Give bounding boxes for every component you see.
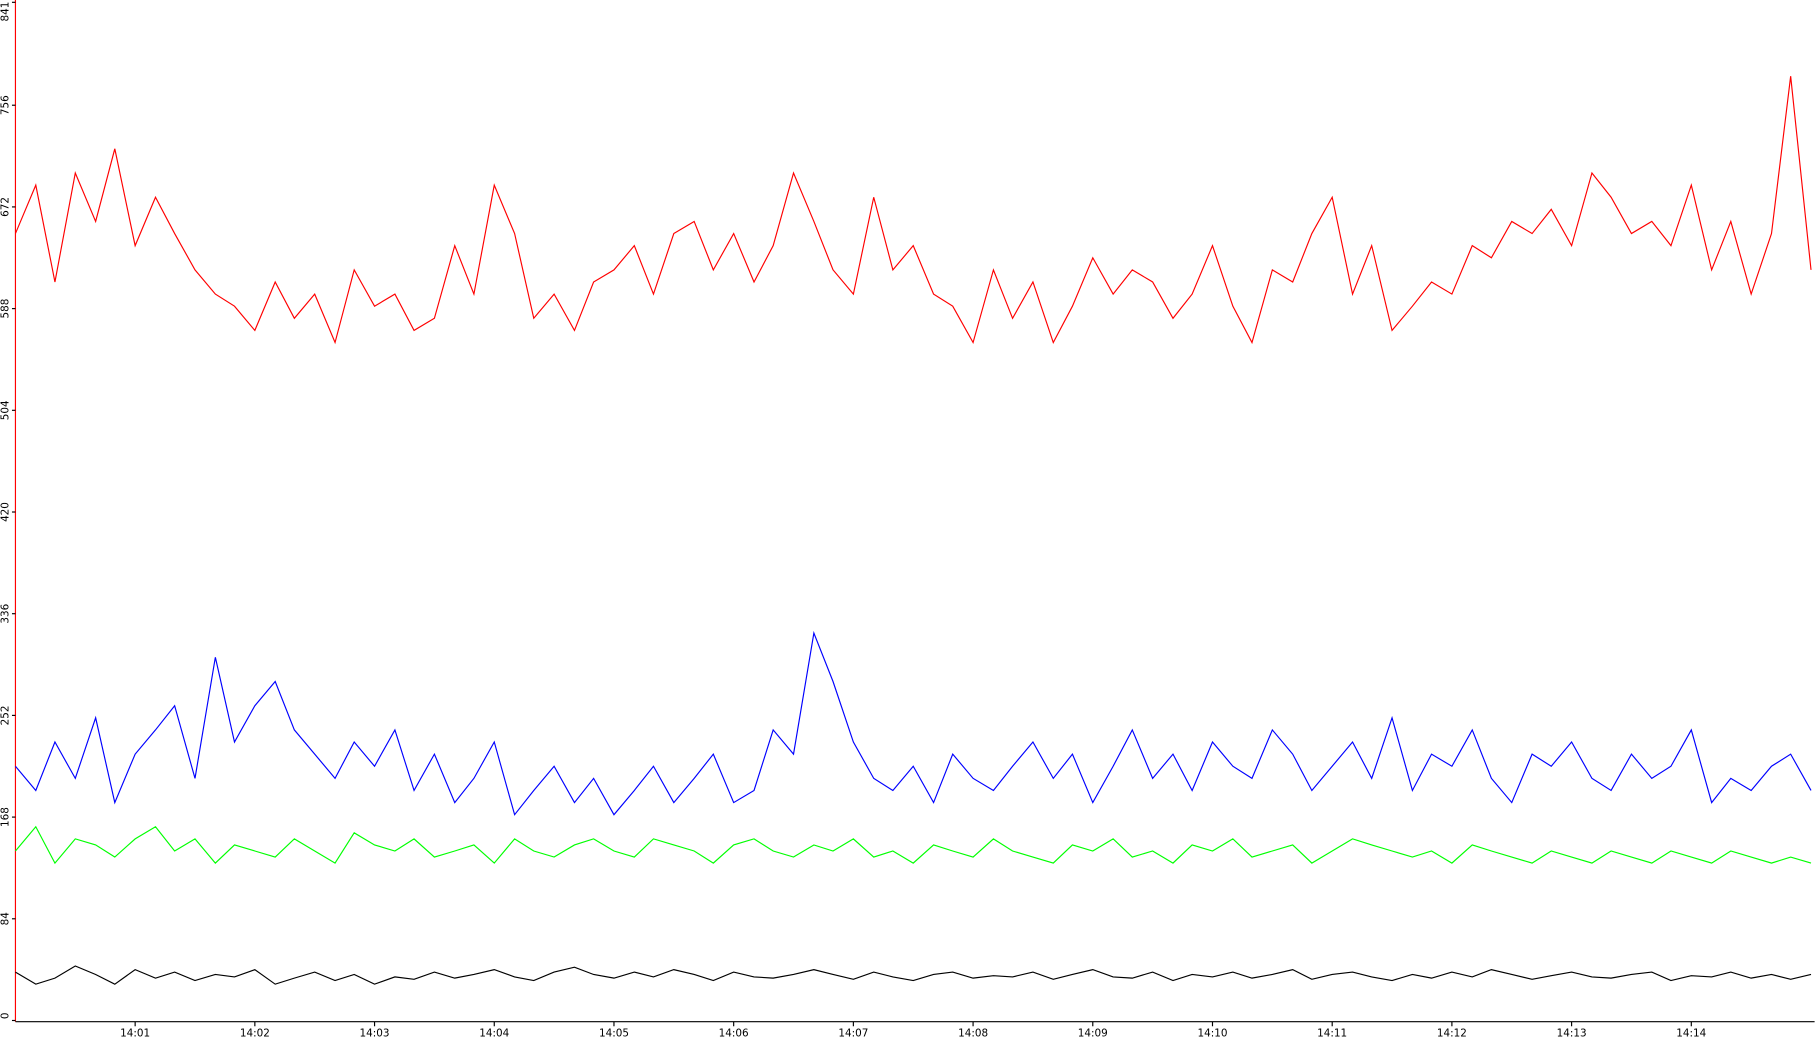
x-tick-label: 14:12 [1437,1028,1467,1039]
y-tick-label: 84 [0,912,11,926]
x-tick-label: 14:11 [1317,1028,1347,1039]
y-tick-label: 252 [0,705,11,725]
x-tick-label: 14:09 [1078,1028,1108,1039]
y-tick-label: 504 [0,400,11,420]
x-tick-label: 14:06 [719,1028,749,1039]
x-tick-label: 14:14 [1676,1028,1706,1039]
y-tick-label: 420 [0,502,11,522]
y-tick-label: 756 [0,95,11,115]
x-tick-label: 14:05 [599,1028,629,1039]
y-tick-label: 336 [0,604,11,624]
y-tick-label: 588 [0,299,11,319]
series-line [14,825,1812,865]
x-tick-label: 14:07 [838,1028,868,1039]
x-tick-label: 14:01 [120,1028,150,1039]
series-line [14,630,1812,816]
y-tick-label: 168 [0,807,11,827]
y-tick-label: 841 [0,2,11,22]
x-tick-label: 14:02 [240,1028,270,1039]
series-line [15,965,1812,985]
series-line [14,76,1812,345]
x-tick-label: 14:08 [958,1028,988,1039]
x-tick-label: 14:04 [479,1028,509,1039]
x-tick-label: 14:13 [1557,1028,1587,1039]
y-tick-label: 0 [0,1013,11,1020]
x-tick-label: 14:03 [360,1028,390,1039]
x-tick-label: 14:10 [1197,1028,1227,1039]
y-tick-label: 672 [0,197,11,217]
